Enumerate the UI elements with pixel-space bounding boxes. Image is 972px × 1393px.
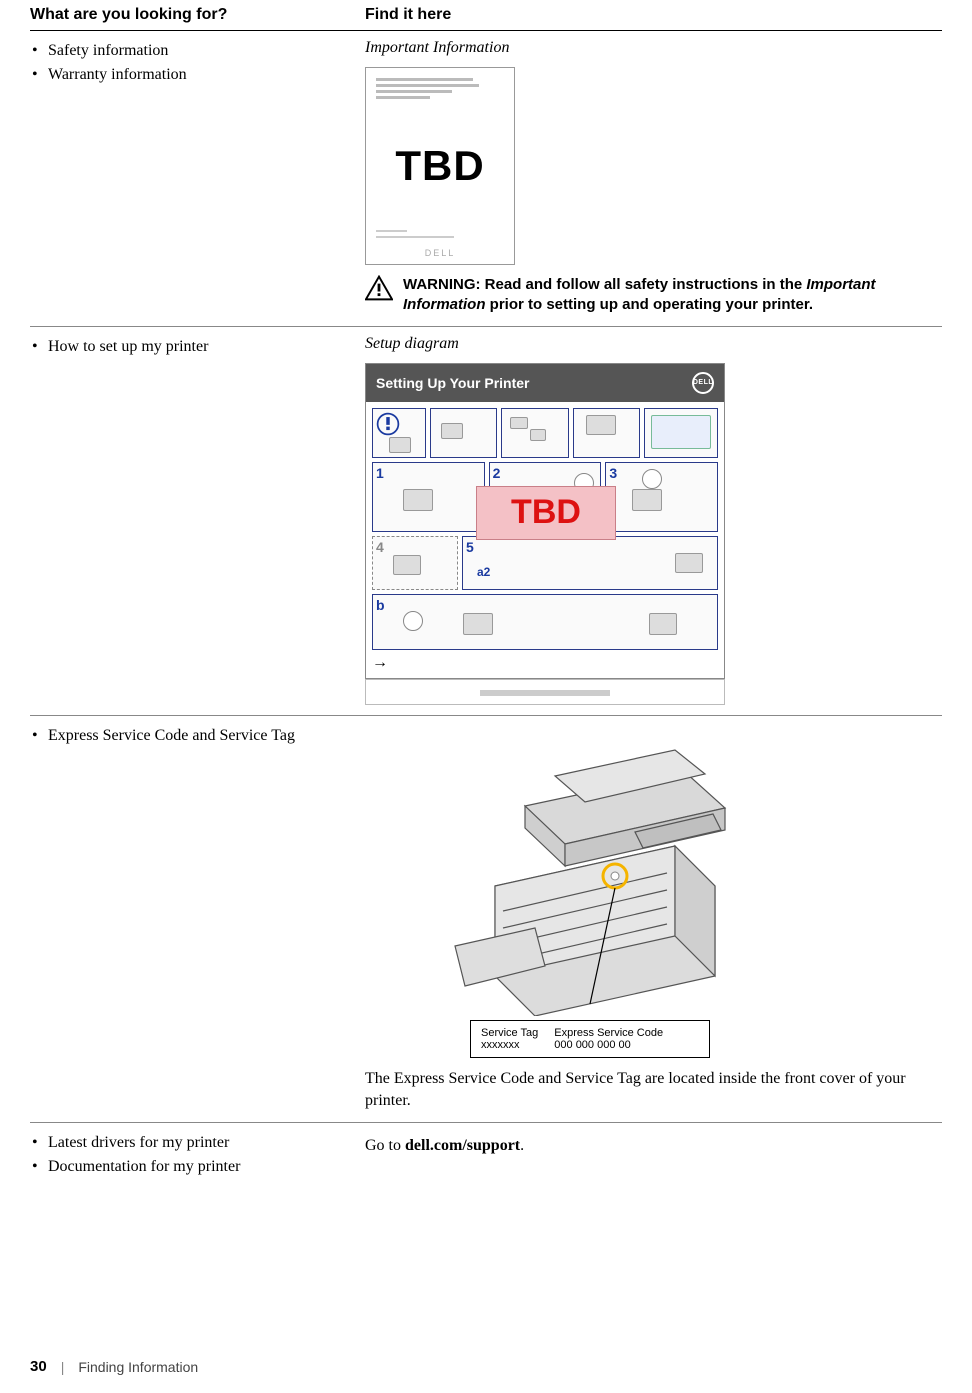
express-code-label: Express Service Code xyxy=(554,1027,663,1039)
next-arrow-icon: → xyxy=(372,654,718,672)
footer-separator: | xyxy=(61,1359,65,1375)
warning-text: WARNING: Read and follow all safety inst… xyxy=(403,275,942,316)
header-col2: Find it here xyxy=(365,0,942,31)
goto-prefix: Go to xyxy=(365,1137,405,1154)
list-item: Safety information xyxy=(30,39,365,63)
setup-panel: 4 xyxy=(372,536,458,590)
tbd-label: TBD xyxy=(366,142,514,190)
printer-icon xyxy=(425,736,755,1016)
setup-panel: 3 xyxy=(605,462,718,532)
step-number: 2 xyxy=(493,465,501,481)
warning-part2: prior to setting up and operating your p… xyxy=(486,296,814,313)
printer-illustration: Service Tag xxxxxxx Express Service Code… xyxy=(365,736,815,1058)
alert-icon xyxy=(375,411,401,437)
setup-panel xyxy=(573,408,640,458)
bullet-list: Latest drivers for my printer Documentat… xyxy=(30,1131,365,1179)
express-code-value: 000 000 000 00 xyxy=(554,1039,663,1051)
warning-row: WARNING: Read and follow all safety inst… xyxy=(365,275,942,316)
step-number: 5 xyxy=(466,539,474,555)
table-row: Safety information Warranty information … xyxy=(30,31,942,327)
decorative-lines xyxy=(376,230,454,242)
decorative-bar xyxy=(480,690,610,696)
warning-part1: Read and follow all safety instructions … xyxy=(485,276,807,293)
support-link[interactable]: dell.com/support xyxy=(405,1137,520,1154)
service-tag-label: Service Tag xyxy=(481,1027,538,1039)
tbd-overlay: TBD xyxy=(476,486,616,540)
setup-title: Setting Up Your Printer xyxy=(376,375,530,391)
setup-panel: 1 xyxy=(372,462,485,532)
table-row: How to set up my printer Setup diagram S… xyxy=(30,326,942,715)
warning-icon xyxy=(365,275,393,301)
service-tag-value: xxxxxxx xyxy=(481,1039,538,1051)
header-col1: What are you looking for? xyxy=(30,0,365,31)
step-number: 3 xyxy=(609,465,617,481)
bullet-list: Safety information Warranty information xyxy=(30,39,365,87)
step-label: b xyxy=(376,597,385,613)
step-number: 1 xyxy=(376,465,384,481)
table-row: Express Service Code and Service Tag xyxy=(30,715,942,1123)
setup-panel: 5 a2 xyxy=(462,536,718,590)
list-item: Warranty information xyxy=(30,63,365,87)
decorative-lines xyxy=(376,78,484,102)
bullet-list: Express Service Code and Service Tag xyxy=(30,724,365,748)
step-number: 4 xyxy=(376,539,384,555)
page-footer: 30 | Finding Information xyxy=(30,1358,198,1375)
table-row: Latest drivers for my printer Documentat… xyxy=(30,1123,942,1190)
list-item: Latest drivers for my printer xyxy=(30,1131,365,1155)
service-tag-box: Service Tag xxxxxxx Express Service Code… xyxy=(470,1020,710,1058)
brand-label: DELL xyxy=(366,248,514,258)
list-item: Documentation for my printer xyxy=(30,1155,365,1179)
step-label: a2 xyxy=(477,565,490,579)
setup-diagram-header: Setting Up Your Printer DELL xyxy=(366,364,724,402)
support-line: Go to dell.com/support. xyxy=(365,1135,942,1157)
setup-panel xyxy=(501,408,568,458)
info-table: What are you looking for? Find it here S… xyxy=(30,0,942,1189)
dell-logo-icon: DELL xyxy=(692,372,714,394)
list-item: How to set up my printer xyxy=(30,335,365,359)
section-name: Finding Information xyxy=(78,1359,198,1375)
setup-panel xyxy=(430,408,497,458)
section-title: Important Information xyxy=(365,39,942,57)
service-tag-col: Service Tag xxxxxxx xyxy=(481,1027,538,1051)
setup-diagram: Setting Up Your Printer DELL xyxy=(365,363,725,679)
warning-label: WARNING: xyxy=(403,276,481,293)
service-tag-paragraph: The Express Service Code and Service Tag… xyxy=(365,1068,942,1113)
table-header-row: What are you looking for? Find it here xyxy=(30,0,942,31)
setup-panel: b xyxy=(372,594,718,650)
setup-footer xyxy=(365,679,725,705)
section-title: Setup diagram xyxy=(365,335,942,353)
setup-body: 1 2 3 xyxy=(366,402,724,678)
bullet-list: How to set up my printer xyxy=(30,335,365,359)
page-number: 30 xyxy=(30,1358,47,1375)
setup-panel xyxy=(644,408,718,458)
setup-panel xyxy=(372,408,426,458)
list-item: Express Service Code and Service Tag xyxy=(30,724,365,748)
express-code-col: Express Service Code 000 000 000 00 xyxy=(554,1027,663,1051)
document-thumbnail: TBD DELL xyxy=(365,67,515,265)
goto-suffix: . xyxy=(520,1137,524,1154)
